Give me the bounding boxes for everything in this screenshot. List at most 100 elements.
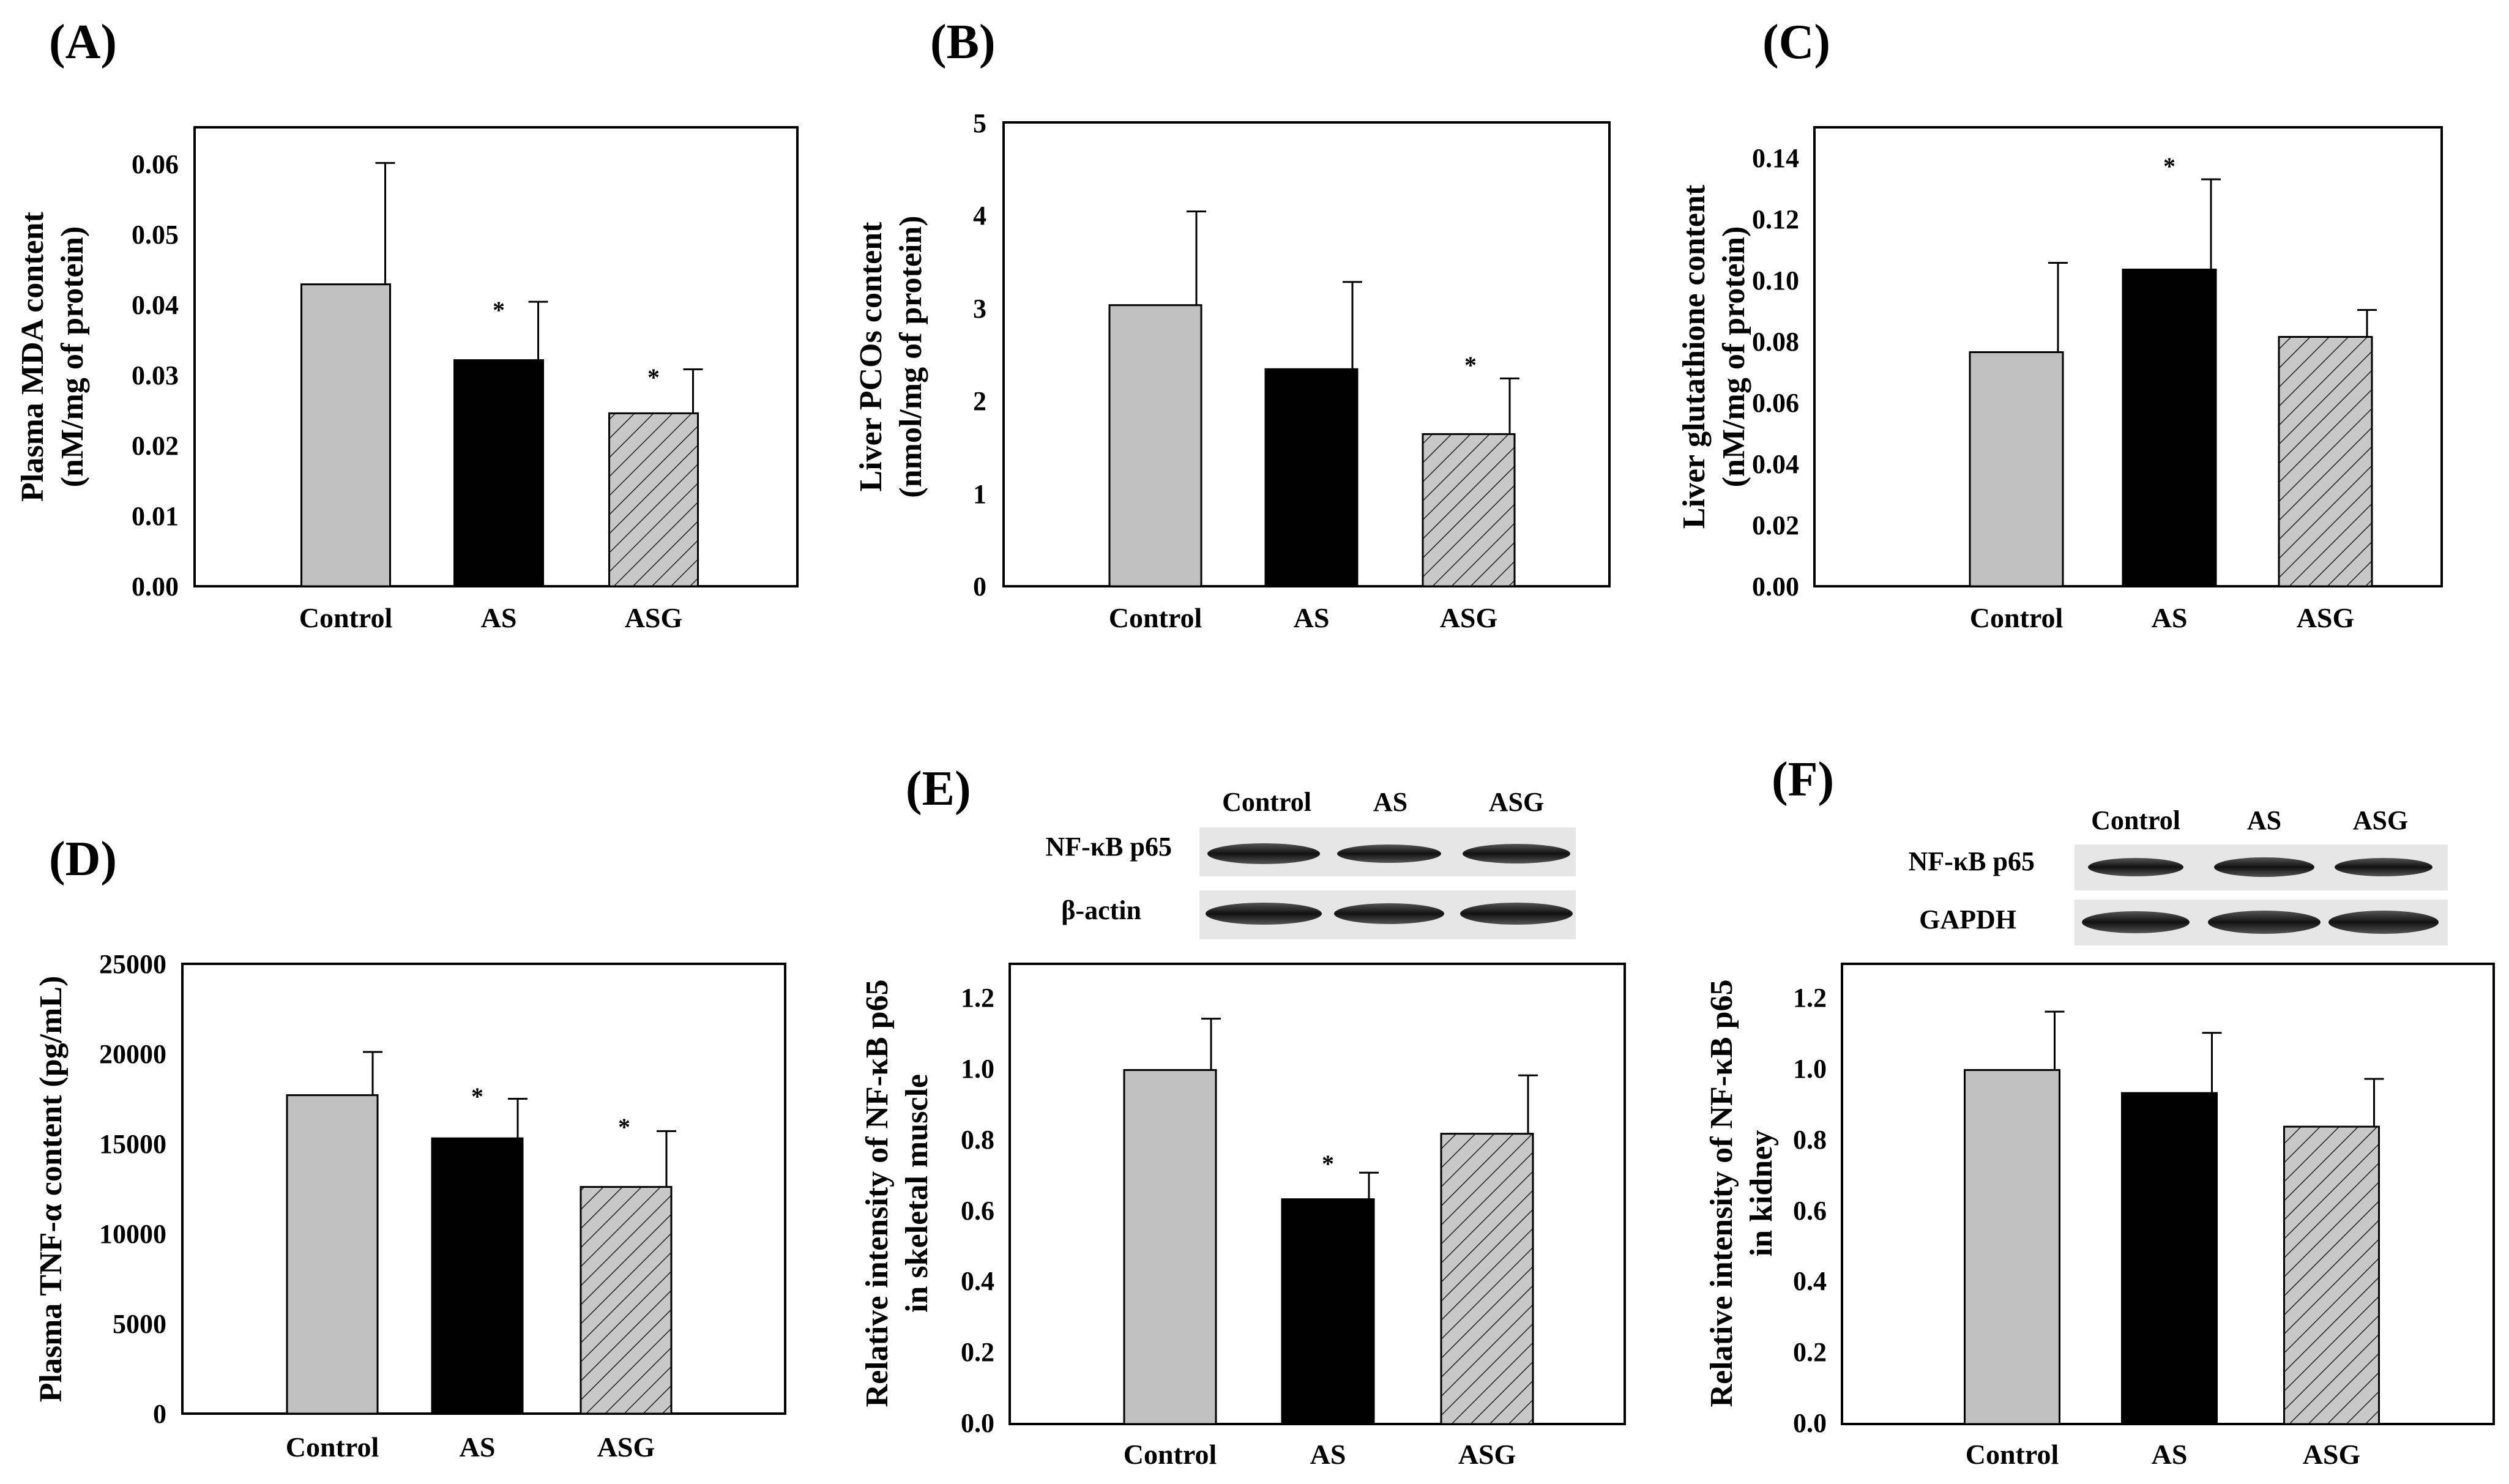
bar-asg — [580, 1186, 673, 1415]
bar-as — [431, 1137, 524, 1415]
y-tick-label: 0.02 — [1752, 510, 1799, 540]
panel-e: (E) Control AS ASG NF-κB p65 β-actin Rel… — [860, 762, 1626, 1470]
y-tick-label: 0.2 — [961, 1337, 994, 1367]
blot-row-label: β-actin — [1061, 895, 1141, 925]
x-category-label: AS — [1294, 602, 1330, 633]
bar-control — [300, 283, 391, 587]
significance-star-as: * — [1322, 1150, 1334, 1177]
bar-control — [286, 1094, 379, 1415]
panel-label-e: (E) — [906, 762, 971, 816]
blot-band — [2088, 858, 2183, 876]
x-category-label: Control — [299, 602, 393, 633]
bar-control — [1964, 1069, 2060, 1425]
y-ticks-e: 0.0 0.2 0.4 0.6 0.8 1.0 1.2 — [961, 983, 994, 1438]
y-tick-label: 0.2 — [1793, 1337, 1827, 1367]
panel-b: (B) Liver PCOs content (nmol/mg of prote… — [854, 15, 1611, 633]
blot-lane-label: Control — [1222, 787, 1311, 817]
blot-band — [1207, 843, 1320, 864]
y-tick-label: 0.10 — [1752, 266, 1799, 296]
y-ticks-f: 0.0 0.2 0.4 0.6 0.8 1.0 1.2 — [1793, 983, 1827, 1438]
blot-lane-label: AS — [2247, 805, 2281, 835]
y-tick-label: 4 — [973, 201, 986, 231]
bar-asg — [2278, 336, 2373, 587]
y-tick-label: 25000 — [99, 949, 166, 979]
x-category-label: AS — [460, 1431, 496, 1463]
y-tick-label: 0.06 — [132, 149, 179, 179]
blot-band — [1334, 903, 1444, 924]
y-tick-label: 0.6 — [961, 1196, 994, 1226]
y-axis-label-f-line2: in kidney — [1744, 1130, 1779, 1257]
blot-lane-label: ASG — [2353, 805, 2408, 835]
x-categories-e: Control AS ASG — [1124, 1439, 1516, 1470]
panel-a: (A) Plasma MDA content (nM/mg of protein… — [15, 15, 799, 633]
panel-label-b: (B) — [930, 15, 996, 69]
x-categories-d: Control AS ASG — [286, 1431, 655, 1463]
y-tick-label: 0.03 — [132, 360, 179, 390]
y-axis-label-c-line2: (nM/mg of protein) — [1717, 226, 1751, 488]
western-blot-f: Control AS ASG NF-κB p65 GAPDH — [1908, 805, 2448, 945]
x-categories-f: Control AS ASG — [1966, 1439, 2361, 1470]
blot-band — [2082, 911, 2190, 933]
blot-lane-label: ASG — [1489, 787, 1544, 817]
y-tick-label: 15000 — [99, 1129, 166, 1159]
panel-label-a: (A) — [49, 15, 117, 69]
x-category-label: AS — [1310, 1439, 1346, 1470]
y-tick-label: 0.04 — [1752, 449, 1799, 479]
y-tick-label: 0.08 — [1752, 327, 1799, 357]
y-tick-label: 0.0 — [1793, 1408, 1827, 1438]
y-axis-label-e-line1: Relative intensity of NF-κB p65 — [860, 979, 895, 1407]
y-axis-label-a-line2: (nM/mg of protein) — [55, 226, 90, 488]
y-tick-label: 1 — [973, 479, 986, 509]
significance-star-as: * — [2163, 152, 2175, 180]
panel-label-d: (D) — [49, 832, 117, 886]
y-tick-label: 0 — [153, 1399, 166, 1429]
y-ticks-d: 0 5000 10000 15000 20000 25000 — [99, 949, 166, 1429]
panel-label-c: (C) — [1762, 15, 1830, 69]
y-tick-label: 0.06 — [1752, 388, 1799, 418]
x-categories-a: Control AS ASG — [299, 602, 683, 633]
blot-row-label: NF-κB p65 — [1908, 846, 2035, 876]
x-category-label: ASG — [625, 602, 683, 633]
y-tick-label: 5000 — [113, 1309, 166, 1339]
y-ticks-b: 0 1 2 3 4 5 — [973, 108, 986, 602]
y-tick-label: 0.4 — [1793, 1266, 1827, 1296]
bar-as — [2122, 269, 2217, 587]
x-categories-b: Control AS ASG — [1109, 602, 1498, 633]
blot-band — [1206, 903, 1322, 925]
x-category-label: ASG — [2303, 1439, 2361, 1470]
significance-star-asg: * — [647, 364, 660, 391]
y-tick-label: 0.12 — [1752, 204, 1799, 234]
blot-band — [1337, 845, 1441, 863]
y-tick-label: 0.00 — [132, 572, 179, 602]
x-categories-c: Control AS ASG — [1970, 602, 2355, 633]
y-tick-label: 5 — [973, 108, 986, 138]
y-axis-label-b-line2: (nmol/mg of protein) — [893, 215, 928, 498]
y-axis-label-a-line1: Plasma MDA content — [15, 211, 50, 501]
y-axis-label-f-line1: Relative intensity of NF-κB p65 — [1704, 979, 1739, 1407]
significance-star-asg: * — [1464, 351, 1477, 379]
y-tick-label: 2 — [973, 386, 986, 416]
x-category-label: AS — [481, 602, 517, 633]
bar-as — [1281, 1198, 1375, 1425]
y-tick-label: 1.0 — [1793, 1054, 1827, 1084]
y-tick-label: 20000 — [99, 1039, 166, 1069]
x-category-label: Control — [1970, 602, 2063, 633]
y-tick-label: 0.6 — [1793, 1196, 1827, 1226]
panel-d: (D) Plasma TNF-α content (pg/mL) 0 5000 … — [34, 832, 786, 1463]
significance-star-asg: * — [618, 1113, 630, 1141]
bar-control — [1969, 351, 2064, 587]
x-category-label: Control — [286, 1431, 379, 1463]
y-tick-label: 0.02 — [132, 431, 179, 461]
panel-f: (F) Control AS ASG NF-κB p65 GAPDH Relat… — [1704, 753, 2495, 1470]
y-tick-label: 1.2 — [961, 983, 994, 1013]
y-tick-label: 0.4 — [961, 1266, 994, 1296]
blot-band — [1460, 903, 1573, 925]
bars-layer — [286, 162, 2384, 1425]
x-category-label: ASG — [597, 1431, 655, 1463]
x-category-label: ASG — [2297, 602, 2355, 633]
blot-lane-label: Control — [2091, 805, 2180, 835]
blot-band — [2208, 911, 2321, 934]
x-category-label: Control — [1109, 602, 1202, 633]
y-tick-label: 3 — [973, 294, 986, 324]
